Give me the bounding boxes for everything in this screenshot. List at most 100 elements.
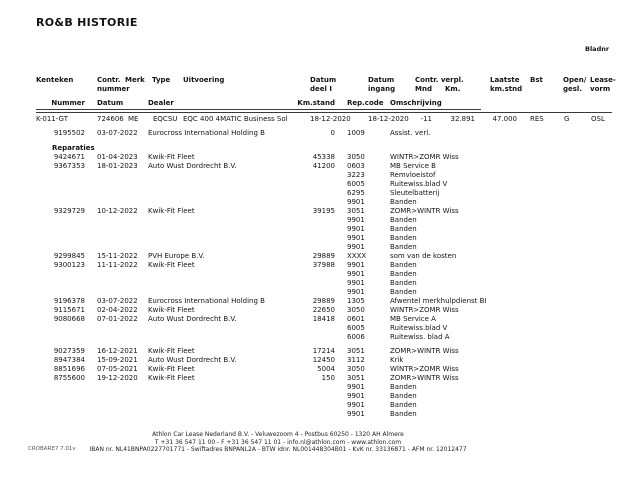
repair-row: 9196378 03-07-2022 Eurocross Internation… (0, 297, 640, 306)
repair-row: 9300123 11-11-2022 Kwik-Fit Fleet 37988 … (0, 261, 640, 270)
cell-repcode: 9901 (347, 198, 365, 206)
cell-omschrijving: Afwentel merkhulpdienst BI (390, 297, 487, 305)
cell-omschrijving: Banden (390, 261, 417, 269)
cell-omschrijving: Banden (390, 410, 417, 418)
col-header-nummer: Nummer (51, 99, 85, 107)
cell-contr-nummer: 724606 (97, 115, 124, 123)
cell-omschrijving: Assist. verl. (390, 129, 431, 137)
cell-repcode: 6005 (347, 180, 365, 188)
repair-row: 9299845 15-11-2022 PVH Europe B.V. 29889… (0, 252, 640, 261)
cell-omschrijving: WINTR>ZOMR Wiss (390, 306, 459, 314)
contract-row: K-011-GT 724606 ME EQCSU EQC 400 4MATIC … (0, 115, 640, 124)
footer-registration-line: IBAN nr. NL41BNPA0227701771 - Swiftadres… (89, 446, 467, 453)
cell-repcode: 3051 (347, 374, 365, 382)
col-header-omschrijving: Omschrijving (390, 99, 442, 107)
cell-kmstand: 29889 (312, 297, 335, 305)
col-header-contr-nummer: Contr. nummer (97, 76, 130, 93)
col-header-datum-ingang: Datum ingang (368, 76, 396, 93)
cell-nummer: 9299845 (53, 252, 85, 260)
cell-datum: 03-07-2022 (97, 297, 138, 305)
cell-kmstand: 39195 (312, 207, 335, 215)
cell-nummer: 9300123 (53, 261, 85, 269)
cell-datum: 19-12-2020 (97, 374, 138, 382)
repair-row-continuation: 9901 Banden (0, 243, 640, 252)
cell-repcode: 9901 (347, 401, 365, 409)
company-footer: Athlon Car Lease Nederland B.V. - Veluwe… (0, 431, 556, 454)
cell-repcode: 3050 (347, 153, 365, 161)
cell-nummer: 9115671 (53, 306, 85, 314)
repair-row: 9424671 01-04-2023 Kwik-Fit Fleet 45338 … (0, 153, 640, 162)
cell-datum: 03-07-2022 (97, 129, 138, 137)
cell-kmstand: 37988 (312, 261, 335, 269)
col-header-bst: Bst (530, 76, 543, 84)
col-header-km: Km. (445, 85, 461, 93)
repair-row: 9027359 16-12-2021 Kwik-Fit Fleet 17214 … (0, 347, 640, 356)
repair-row: 9329729 10-12-2022 Kwik-Fit Fleet 39195 … (0, 207, 640, 216)
cell-repcode: XXXX (347, 252, 367, 260)
cell-repcode: 9901 (347, 261, 365, 269)
cell-nummer: 9027359 (53, 347, 85, 355)
cell-uitvoering: EQC 400 4MATIC Business Sol (183, 115, 288, 123)
cell-repcode: 9901 (347, 243, 365, 251)
cell-datum: 01-04-2023 (97, 153, 138, 161)
col-header-kmstand: Km.stand (297, 99, 335, 107)
cell-dealer: Kwik-Fit Fleet (148, 153, 195, 161)
cell-omschrijving: MB Service B (390, 162, 436, 170)
cell-datum: 10-12-2022 (97, 207, 138, 215)
repair-row: 8947384 15-09-2021 Auto Wust Dordrecht B… (0, 356, 640, 365)
cell-dealer: Kwik-Fit Fleet (148, 347, 195, 355)
repair-row-continuation: 9901 Banden (0, 198, 640, 207)
cell-km: 32.891 (450, 115, 476, 123)
col-header-mnd: Mnd (415, 85, 432, 93)
col-header-datum: Datum (97, 99, 124, 107)
cell-repcode: 3051 (347, 207, 365, 215)
repair-row-continuation: 9901 Banden (0, 392, 640, 401)
repair-row: 9367353 18-01-2023 Auto Wust Dordrecht B… (0, 162, 640, 171)
cell-kmstand: 41200 (312, 162, 335, 170)
repair-row-continuation: 9901 Banden (0, 288, 640, 297)
cell-kmstand: 45338 (312, 153, 335, 161)
cell-nummer: 9195502 (53, 129, 85, 137)
cell-nummer: 9367353 (53, 162, 85, 170)
cell-omschrijving: Banden (390, 216, 417, 224)
assistance-row: 9195502 03-07-2022 Eurocross Internation… (0, 129, 640, 138)
cell-dealer: Auto Wust Dordrecht B.V. (148, 315, 237, 323)
cell-open-gesl: G (564, 115, 570, 123)
cell-omschrijving: ZOMR>WINTR Wiss (390, 347, 459, 355)
col-header-uitvoering: Uitvoering (183, 76, 225, 84)
cell-omschrijving: Banden (390, 383, 417, 391)
repair-row-continuation: 6005 Ruitewiss.blad V (0, 180, 640, 189)
cell-dealer: Auto Wust Dordrecht B.V. (148, 162, 237, 170)
cell-nummer: 9080668 (53, 315, 85, 323)
cell-omschrijving: WINTR>ZOMR Wiss (390, 365, 459, 373)
repair-row-continuation: 9901 Banden (0, 225, 640, 234)
header-underline (36, 109, 481, 110)
repair-row: 8755600 19-12-2020 Kwik-Fit Fleet 150 30… (0, 374, 640, 383)
cell-omschrijving: ZOMR>WINTR Wiss (390, 374, 459, 382)
cell-datum: 18-01-2023 (97, 162, 138, 170)
cell-repcode: 9901 (347, 392, 365, 400)
cell-merk: ME (128, 115, 139, 123)
repair-row: 9080668 07-01-2022 Auto Wust Dordrecht B… (0, 315, 640, 324)
repair-row-continuation: 9901 Banden (0, 401, 640, 410)
cell-repcode: 9901 (347, 410, 365, 418)
cell-omschrijving: Banden (390, 279, 417, 287)
cell-kmstand: 150 (321, 374, 335, 382)
cell-nummer: 8851696 (53, 365, 85, 373)
cell-datum: 07-01-2022 (97, 315, 138, 323)
cell-omschrijving: Banden (390, 401, 417, 409)
col-header-leasevorm: Lease- vorm (590, 76, 616, 93)
cell-dealer: Kwik-Fit Fleet (148, 374, 195, 382)
cell-nummer: 8947384 (53, 356, 85, 364)
section-label-row: Reparaties (0, 144, 640, 153)
cell-kenteken: K-011-GT (36, 115, 68, 123)
cell-laatste-kmstnd: 47.000 (492, 115, 518, 123)
cell-kmstand: 0 (330, 129, 335, 137)
cell-datum: 11-11-2022 (97, 261, 138, 269)
cell-omschrijving: Banden (390, 234, 417, 242)
cell-nummer: 9329729 (53, 207, 85, 215)
cell-omschrijving: Krik (390, 356, 404, 364)
repair-row-continuation: 9901 Banden (0, 234, 640, 243)
cell-repcode: 9901 (347, 216, 365, 224)
